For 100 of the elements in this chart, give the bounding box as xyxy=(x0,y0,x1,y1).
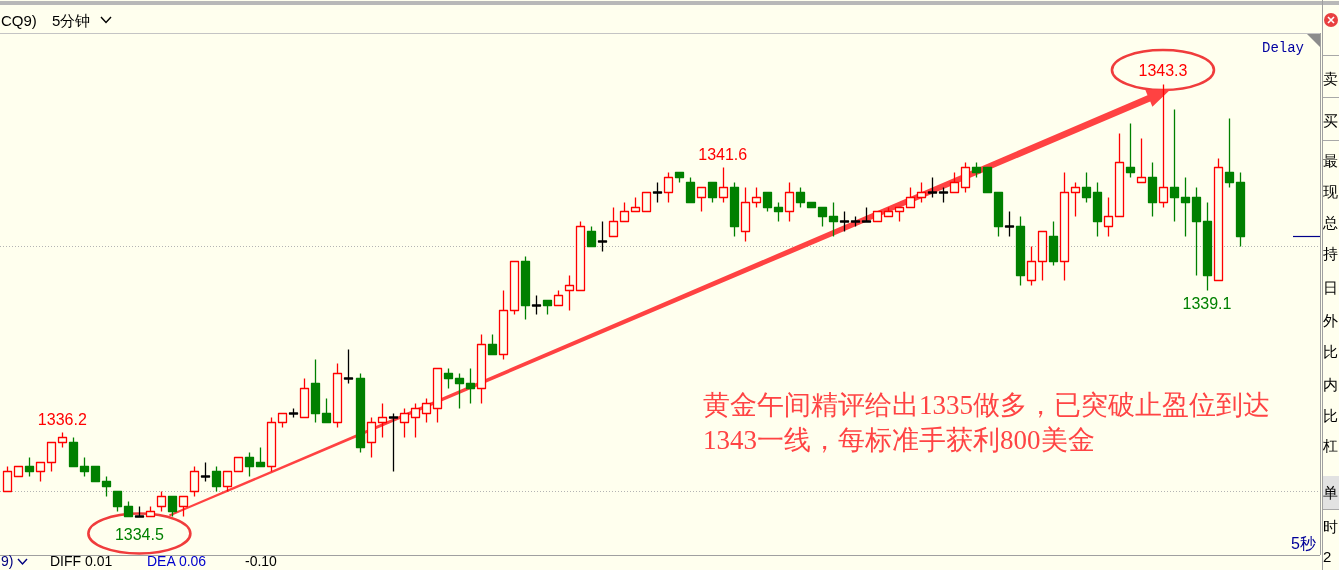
text: 最 xyxy=(1323,151,1338,169)
candlestick xyxy=(685,176,696,204)
annotation: 黄金午间精评给出1335做多，已突破止盈位到达 1343一线，每标准手获利800美金 xyxy=(703,390,1270,455)
candlestick xyxy=(35,461,46,483)
candlestick xyxy=(200,461,211,483)
candlestick xyxy=(167,495,178,518)
candlestick xyxy=(57,431,68,449)
candlestick xyxy=(79,456,90,478)
annotation: 1343.3 xyxy=(1138,62,1188,79)
candlestick xyxy=(927,176,938,199)
candlestick xyxy=(1158,83,1169,209)
candlestick xyxy=(101,475,112,498)
candlestick xyxy=(421,397,432,424)
candlestick xyxy=(189,465,200,498)
candlestick xyxy=(630,196,641,213)
candlestick xyxy=(839,210,850,233)
text: 卖 xyxy=(1323,69,1338,87)
candlestick xyxy=(564,274,575,312)
candlestick xyxy=(894,206,905,223)
candlestick xyxy=(310,358,321,424)
text: 日 xyxy=(1323,278,1338,296)
candlestick xyxy=(410,402,421,439)
candlestick xyxy=(244,451,255,478)
candlestick xyxy=(872,210,883,223)
text: 外 xyxy=(1323,311,1338,329)
candlestick xyxy=(575,220,586,292)
candlestick xyxy=(1202,201,1213,292)
candlestick xyxy=(1136,137,1147,184)
candlestick xyxy=(1070,181,1081,218)
candlestick xyxy=(1026,245,1037,287)
candlestick xyxy=(1169,108,1180,223)
candlestick xyxy=(388,412,399,473)
candlestick xyxy=(663,171,674,204)
text: 买 xyxy=(1323,111,1338,129)
candlestick xyxy=(112,490,123,513)
candlestick xyxy=(674,171,685,184)
text: 时 xyxy=(1323,517,1338,535)
text: 比 xyxy=(1323,406,1338,424)
candlestick xyxy=(960,161,971,194)
candlestick xyxy=(156,490,167,513)
candlestick xyxy=(1092,181,1103,238)
candlestick xyxy=(355,372,366,454)
candlestick xyxy=(1048,220,1059,267)
candlestick xyxy=(641,191,652,213)
candlestick xyxy=(982,166,993,194)
text: 持 xyxy=(1323,244,1338,262)
candlestick xyxy=(1180,176,1191,238)
candlestick xyxy=(542,299,553,316)
candlestick xyxy=(454,372,465,410)
candlestick xyxy=(366,416,377,459)
text: 内 xyxy=(1323,375,1338,393)
text: 杠 xyxy=(1322,436,1338,454)
candlestick xyxy=(1015,215,1026,287)
candlestick xyxy=(1103,196,1114,238)
candlestick xyxy=(277,412,288,429)
candlestick xyxy=(233,456,244,473)
candlestick xyxy=(222,470,233,493)
text: DEA 0.06 xyxy=(147,553,207,569)
text: Delay xyxy=(1262,40,1305,56)
candlestick xyxy=(343,348,354,385)
candlestick xyxy=(299,377,310,419)
candlestick xyxy=(332,362,343,429)
candlestick xyxy=(553,289,564,307)
candlestick xyxy=(1213,157,1224,282)
candlestick xyxy=(432,367,443,424)
annotation: 1336.2 xyxy=(37,411,87,429)
candlestick xyxy=(1191,186,1202,277)
candlestick xyxy=(1059,171,1070,282)
candlestick xyxy=(321,397,332,424)
candlestick xyxy=(1147,161,1158,218)
candlestick xyxy=(399,407,410,439)
candlestick xyxy=(718,166,729,204)
candlestick xyxy=(608,206,619,238)
text: 总 xyxy=(1322,213,1338,231)
candlestick xyxy=(1125,122,1136,179)
candlestick xyxy=(696,186,707,213)
candlestick xyxy=(266,416,277,473)
candlestick xyxy=(255,446,266,468)
candlestick xyxy=(1224,117,1235,189)
candlestick xyxy=(828,201,839,238)
candlestick xyxy=(817,206,828,228)
candlestick xyxy=(531,294,542,316)
candlestick xyxy=(916,181,927,204)
candlestick xyxy=(13,465,24,478)
candlestick xyxy=(24,456,35,478)
candlestick xyxy=(597,220,608,253)
candlestick xyxy=(509,260,520,316)
text: DIFF 0.01 xyxy=(50,553,113,569)
text: 2 xyxy=(1323,547,1332,565)
candlestick xyxy=(806,201,817,209)
candlestick xyxy=(487,333,498,356)
candlestick xyxy=(949,171,960,194)
candlestick xyxy=(971,161,982,179)
candlestick xyxy=(465,367,476,405)
candlestick xyxy=(707,181,718,204)
candlestick xyxy=(211,465,222,493)
candlestick xyxy=(784,181,795,223)
candlestick xyxy=(377,402,388,439)
candlestick xyxy=(1114,132,1125,218)
candlestick xyxy=(586,225,597,248)
